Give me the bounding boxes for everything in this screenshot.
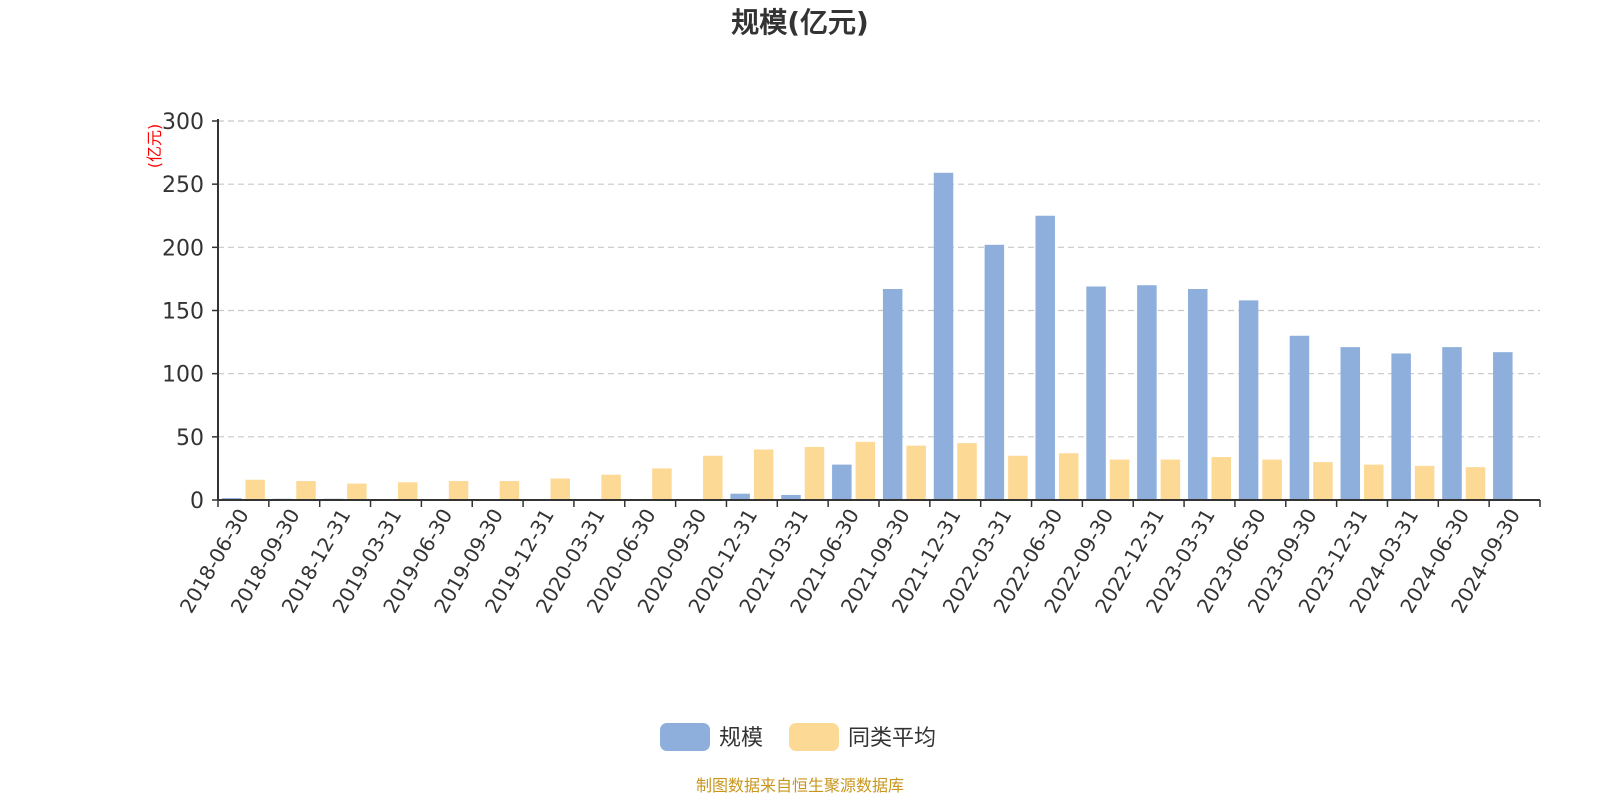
bar-peer-average[interactable]: [753, 449, 774, 500]
bar-peer-average[interactable]: [1008, 455, 1028, 500]
bar-scale[interactable]: [1340, 347, 1361, 500]
bar-peer-average[interactable]: [652, 468, 672, 500]
legend[interactable]: 规模 同类平均: [660, 723, 936, 751]
legend-swatch: [660, 723, 710, 751]
bar-scale[interactable]: [1238, 300, 1259, 500]
bar-scale[interactable]: [1493, 352, 1513, 500]
bar-peer-average[interactable]: [1262, 459, 1282, 500]
bar-scale[interactable]: [1289, 335, 1310, 500]
bar-peer-average[interactable]: [1364, 464, 1384, 500]
grid-lines: [218, 120, 1540, 438]
bar-scale[interactable]: [1035, 215, 1055, 500]
data-source-note: 制图数据来自恒生聚源数据库: [696, 776, 904, 795]
bar-peer-average[interactable]: [1058, 453, 1079, 500]
bar-peer-average[interactable]: [906, 445, 926, 500]
bar-peer-average[interactable]: [601, 474, 621, 500]
bar-scale[interactable]: [1188, 289, 1208, 500]
bar-scale[interactable]: [832, 464, 852, 500]
bar-peer-average[interactable]: [397, 482, 418, 500]
bar-scale[interactable]: [984, 244, 1005, 500]
bar-scale[interactable]: [882, 289, 903, 500]
chart-title: 规模(亿元): [731, 6, 869, 39]
legend-label: 同类平均: [848, 726, 936, 751]
bar-scale[interactable]: [1086, 286, 1106, 500]
bar-peer-average[interactable]: [550, 478, 571, 500]
bar-peer-average[interactable]: [957, 443, 977, 500]
bar-peer-average[interactable]: [1414, 465, 1435, 500]
y-tick-label: 150: [162, 300, 204, 325]
y-tick-label: 0: [190, 489, 204, 514]
legend-swatch: [789, 723, 839, 751]
legend-label: 规模: [719, 726, 763, 751]
bar-scale[interactable]: [1137, 285, 1157, 500]
bar-scale[interactable]: [730, 493, 750, 500]
bar-peer-average[interactable]: [499, 481, 520, 500]
y-axis-unit-label: (亿元): [145, 124, 164, 169]
y-tick-label: 100: [162, 363, 204, 388]
bar-scale[interactable]: [1442, 347, 1462, 500]
bar-peer-average[interactable]: [1465, 467, 1486, 500]
bar-scale[interactable]: [1391, 353, 1411, 500]
y-tick-label: 300: [162, 110, 204, 135]
bar-peer-average[interactable]: [448, 481, 469, 500]
x-tick-labels: 2018-06-302018-09-302018-12-312019-03-31…: [175, 500, 1541, 617]
y-tick-labels: 0 50 100 150 200 250 300: [162, 110, 218, 514]
bars: [221, 172, 1513, 500]
bar-peer-average[interactable]: [703, 455, 723, 500]
bar-peer-average[interactable]: [1211, 457, 1232, 500]
bar-peer-average[interactable]: [347, 483, 367, 500]
bar-peer-average[interactable]: [1109, 459, 1130, 500]
y-tick-label: 250: [162, 173, 204, 198]
bar-peer-average[interactable]: [296, 481, 316, 500]
bar-scale[interactable]: [781, 494, 801, 500]
bar-peer-average[interactable]: [245, 479, 265, 500]
bar-scale[interactable]: [933, 172, 954, 500]
legend-item-scale[interactable]: 规模: [660, 723, 763, 751]
legend-item-peer-average[interactable]: 同类平均: [789, 723, 936, 751]
y-tick-label: 50: [176, 426, 204, 451]
bar-peer-average[interactable]: [804, 446, 825, 500]
bar-peer-average[interactable]: [1313, 462, 1333, 500]
bar-peer-average[interactable]: [1160, 459, 1181, 500]
y-tick-label: 200: [162, 236, 204, 261]
bar-peer-average[interactable]: [855, 441, 876, 500]
